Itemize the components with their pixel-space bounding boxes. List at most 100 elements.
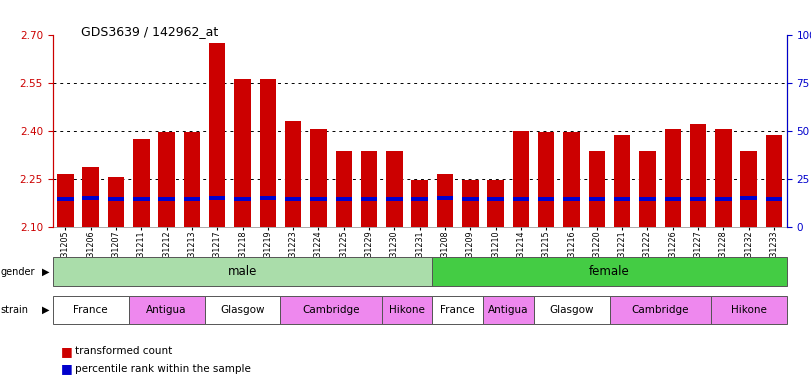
Bar (179, 35, 204, 227)
Bar (311, 129, 327, 227)
Text: GDS3639 / 142962_at: GDS3639 / 142962_at (81, 25, 218, 38)
Bar (285, 121, 302, 227)
Bar (690, 124, 706, 227)
Bar (183, 132, 200, 227)
Bar (432, 296, 483, 324)
Bar (610, 296, 710, 324)
Bar (386, 151, 402, 227)
Bar (487, 197, 504, 202)
Bar (306, 35, 331, 227)
Bar (736, 35, 762, 227)
Bar (361, 197, 377, 202)
Bar (614, 136, 630, 227)
Bar (690, 197, 706, 202)
Bar (740, 151, 757, 227)
Bar (534, 35, 559, 227)
Bar (331, 35, 356, 227)
Bar (336, 197, 352, 202)
Bar (437, 196, 453, 200)
Text: percentile rank within the sample: percentile rank within the sample (75, 364, 251, 374)
Bar (762, 35, 787, 227)
Text: ■: ■ (61, 345, 72, 358)
Bar (483, 296, 534, 324)
Text: Antigua: Antigua (488, 305, 529, 315)
Text: ■: ■ (61, 362, 72, 375)
Bar (635, 35, 660, 227)
Bar (53, 35, 78, 227)
Text: ▶: ▶ (42, 305, 49, 315)
Bar (158, 197, 175, 202)
Bar (715, 197, 732, 202)
Bar (255, 35, 281, 227)
Bar (57, 197, 74, 202)
Bar (53, 296, 129, 324)
Bar (281, 35, 306, 227)
Bar (508, 35, 534, 227)
Bar (483, 35, 508, 227)
Bar (589, 151, 605, 227)
Text: Glasgow: Glasgow (221, 305, 264, 315)
Bar (411, 197, 428, 202)
Bar (361, 151, 377, 227)
Bar (685, 35, 710, 227)
Bar (53, 257, 432, 286)
Bar (209, 196, 225, 200)
Bar (584, 35, 610, 227)
Bar (710, 35, 736, 227)
Bar (204, 296, 281, 324)
Bar (411, 180, 428, 227)
Bar (260, 196, 276, 200)
Text: transformed count: transformed count (75, 346, 173, 356)
Bar (234, 197, 251, 202)
Text: Cambridge: Cambridge (303, 305, 360, 315)
Text: Hikone: Hikone (731, 305, 766, 315)
Bar (204, 35, 230, 227)
Text: strain: strain (1, 305, 29, 315)
Bar (715, 129, 732, 227)
Text: ▶: ▶ (42, 266, 49, 277)
Bar (108, 197, 124, 202)
Bar (614, 197, 630, 202)
Bar (437, 174, 453, 227)
Text: Hikone: Hikone (389, 305, 425, 315)
Bar (78, 35, 103, 227)
Bar (83, 196, 99, 200)
Bar (129, 35, 154, 227)
Bar (740, 196, 757, 200)
Bar (487, 180, 504, 227)
Text: Glasgow: Glasgow (549, 305, 594, 315)
Bar (462, 180, 478, 227)
Text: female: female (589, 265, 630, 278)
Text: France: France (73, 305, 108, 315)
Bar (664, 197, 681, 202)
Text: France: France (440, 305, 475, 315)
Bar (766, 197, 783, 202)
Bar (234, 79, 251, 227)
Bar (432, 35, 457, 227)
Text: gender: gender (1, 266, 36, 277)
Bar (639, 197, 656, 202)
Bar (538, 132, 555, 227)
Bar (559, 35, 584, 227)
Bar (538, 197, 555, 202)
Bar (382, 296, 432, 324)
Bar (610, 35, 635, 227)
Bar (457, 35, 483, 227)
Bar (57, 174, 74, 227)
Bar (83, 167, 99, 227)
Bar (311, 197, 327, 202)
Bar (386, 197, 402, 202)
Text: male: male (228, 265, 257, 278)
Bar (513, 131, 529, 227)
Bar (710, 296, 787, 324)
Text: Cambridge: Cambridge (632, 305, 689, 315)
Bar (534, 296, 610, 324)
Bar (260, 79, 276, 227)
Bar (133, 197, 149, 202)
Bar (129, 296, 204, 324)
Bar (230, 35, 255, 227)
Bar (589, 197, 605, 202)
Bar (564, 197, 580, 202)
Bar (154, 35, 179, 227)
Bar (432, 257, 787, 286)
